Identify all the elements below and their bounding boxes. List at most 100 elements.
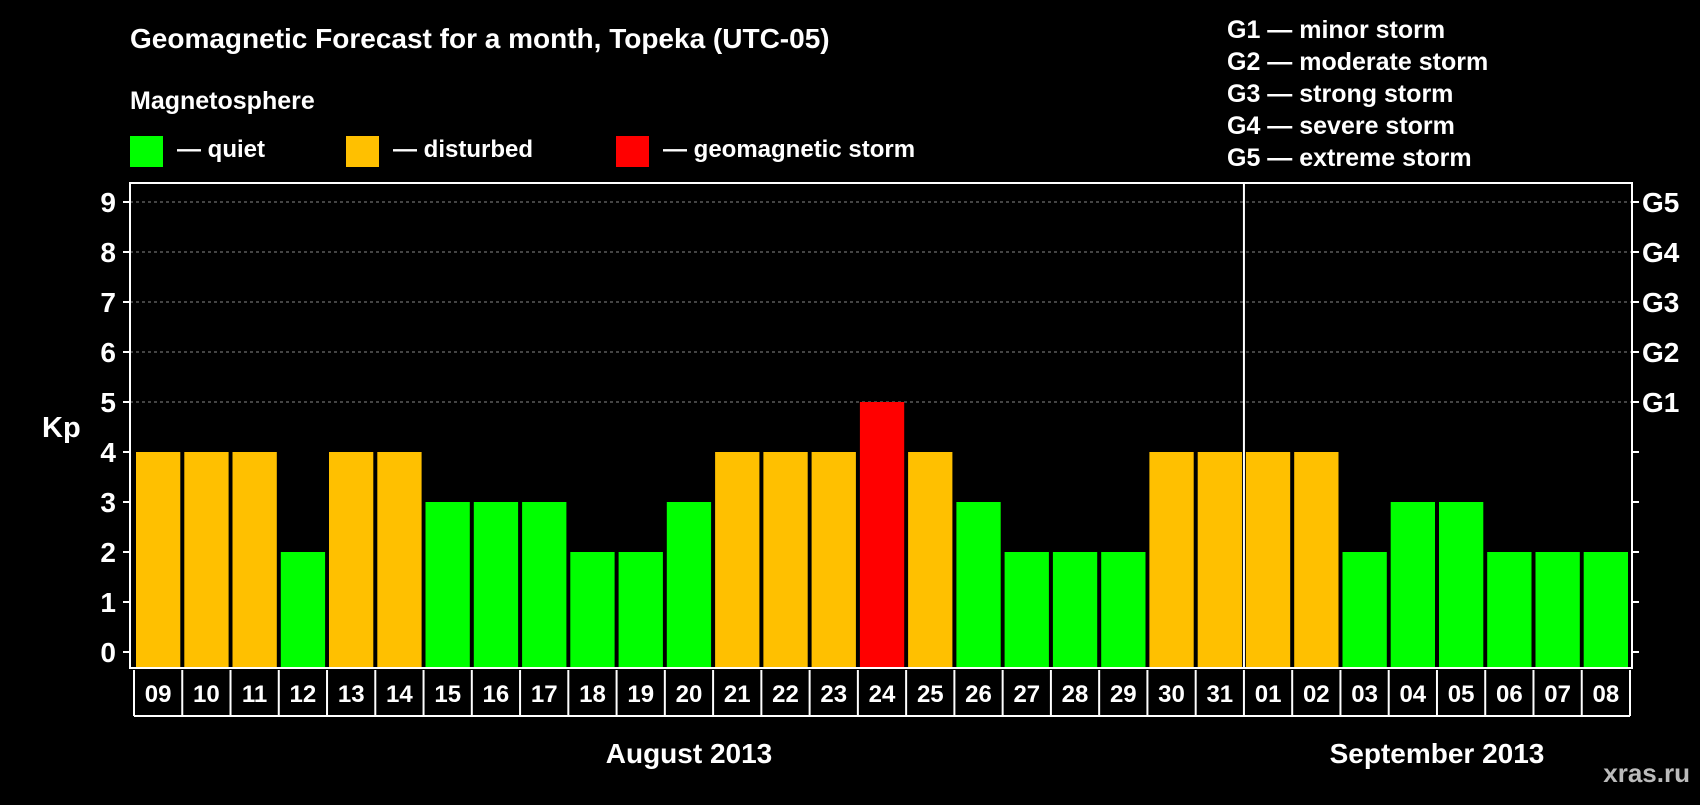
x-tick-label-22: 22 — [772, 681, 799, 708]
bar-05 — [1439, 502, 1484, 668]
right-axis-label-g2: G2 — [1642, 337, 1679, 368]
legend-label-disturbed: — disturbed — [393, 136, 533, 163]
legend: — quiet — disturbed — geomagnetic storm — [130, 136, 915, 167]
right-axis-label-g1: G1 — [1642, 387, 1679, 418]
x-tick-label-13: 13 — [338, 681, 365, 708]
x-tick-label-04: 04 — [1399, 681, 1426, 708]
bar-18 — [570, 552, 615, 668]
bar-10 — [184, 452, 229, 668]
x-tick-label-10: 10 — [193, 681, 220, 708]
x-tick-label-09: 09 — [145, 681, 172, 708]
x-tick-label-02: 02 — [1303, 681, 1330, 708]
bar-20 — [666, 502, 712, 668]
month-label-0: August 2013 — [606, 738, 773, 769]
bar-26 — [956, 502, 1001, 668]
y-tick-label-3: 3 — [100, 487, 116, 518]
x-tick-label-27: 27 — [1013, 681, 1040, 708]
x-tick-label-25: 25 — [917, 681, 944, 708]
storm-scale-g5: G5 — extreme storm — [1227, 144, 1472, 172]
bar-27 — [1004, 552, 1049, 668]
bar-19 — [618, 552, 663, 668]
bar-14 — [377, 452, 422, 668]
chart-title: Geomagnetic Forecast for a month, Topeka… — [130, 23, 830, 54]
plot-frame — [129, 182, 1633, 669]
bar-09 — [136, 452, 181, 668]
y-axis-label: Kp — [42, 412, 81, 444]
storm-scale-legend: G1 — minor storm G2 — moderate storm G3 … — [1227, 16, 1488, 172]
y-tick-label-6: 6 — [100, 337, 116, 368]
bar-25 — [908, 452, 953, 668]
x-tick-label-12: 12 — [290, 681, 317, 708]
x-tick-label-11: 11 — [242, 681, 267, 708]
x-tick-label-18: 18 — [579, 681, 606, 708]
bar-29 — [1101, 552, 1146, 668]
y-tick-label-7: 7 — [100, 287, 116, 318]
storm-scale-g4: G4 — severe storm — [1227, 112, 1455, 140]
legend-swatch-quiet — [130, 136, 163, 167]
bar-30 — [1149, 452, 1194, 668]
y-tick-label-1: 1 — [100, 587, 116, 618]
bar-12 — [280, 552, 326, 668]
bar-06 — [1487, 552, 1532, 668]
x-tick-label-26: 26 — [965, 681, 992, 708]
bar-23 — [811, 452, 856, 668]
bar-04 — [1390, 502, 1435, 668]
bar-31 — [1197, 452, 1242, 668]
bar-08 — [1583, 552, 1628, 668]
legend-label-storm: — geomagnetic storm — [663, 136, 915, 163]
x-tick-label-20: 20 — [676, 681, 703, 708]
x-tick-label-08: 08 — [1593, 681, 1620, 708]
x-tick-label-30: 30 — [1158, 681, 1185, 708]
bar-01 — [1245, 452, 1291, 668]
legend-swatch-disturbed — [346, 136, 379, 167]
month-labels: August 2013 September 2013 — [606, 738, 1545, 769]
y-tick-label-8: 8 — [100, 237, 116, 268]
right-axis-label-g4: G4 — [1642, 237, 1680, 268]
bar-11 — [232, 452, 277, 668]
x-tick-label-01: 01 — [1255, 681, 1282, 708]
axes: 0 1 2 3 4 5 6 7 8 9 G1 G2 G3 G4 G5 — [100, 182, 1680, 669]
x-tick-label-07: 07 — [1544, 681, 1571, 708]
y-tick-label-5: 5 — [100, 387, 116, 418]
storm-scale-g2: G2 — moderate storm — [1227, 48, 1488, 76]
bar-07 — [1535, 552, 1580, 668]
legend-label-quiet: — quiet — [177, 136, 265, 163]
bar-13 — [329, 452, 374, 668]
watermark: xras.ru — [1603, 758, 1690, 788]
legend-swatch-storm — [616, 136, 649, 167]
bar-16 — [473, 502, 519, 668]
month-label-1: September 2013 — [1330, 738, 1545, 769]
magnetosphere-heading: Magnetosphere — [130, 87, 315, 115]
x-tick-label-21: 21 — [724, 681, 751, 708]
storm-scale-g3: G3 — strong storm — [1227, 80, 1453, 108]
right-axis-label-g3: G3 — [1642, 287, 1679, 318]
bar-03 — [1342, 552, 1387, 668]
x-tick-label-16: 16 — [483, 681, 510, 708]
bar-21 — [715, 452, 760, 668]
x-tick-label-28: 28 — [1062, 681, 1089, 708]
x-tick-label-24: 24 — [869, 681, 896, 708]
x-tick-label-15: 15 — [434, 681, 461, 708]
bar-28 — [1052, 552, 1098, 668]
y-tick-label-9: 9 — [100, 187, 116, 218]
x-tick-label-31: 31 — [1206, 681, 1233, 708]
x-tick-label-19: 19 — [627, 681, 654, 708]
bar-15 — [425, 502, 470, 668]
bar-22 — [763, 452, 808, 668]
y-tick-label-0: 0 — [100, 637, 116, 668]
bar-24 — [859, 402, 905, 668]
bar-02 — [1294, 452, 1339, 668]
x-tick-label-03: 03 — [1351, 681, 1378, 708]
bar-17 — [522, 502, 567, 668]
x-tick-label-05: 05 — [1448, 681, 1475, 708]
storm-scale-g1: G1 — minor storm — [1227, 16, 1445, 44]
y-tick-label-2: 2 — [100, 537, 116, 568]
x-tick-label-17: 17 — [531, 681, 558, 708]
bars — [136, 402, 1628, 668]
x-tick-label-29: 29 — [1110, 681, 1137, 708]
x-tick-labels: 09 10 11 12 13 14 15 16 17 18 19 20 21 22 23 24 25 26 27 28… — [133, 670, 1631, 717]
x-tick-label-23: 23 — [820, 681, 847, 708]
right-axis-label-g5: G5 — [1642, 187, 1679, 218]
y-tick-label-4: 4 — [100, 437, 116, 468]
